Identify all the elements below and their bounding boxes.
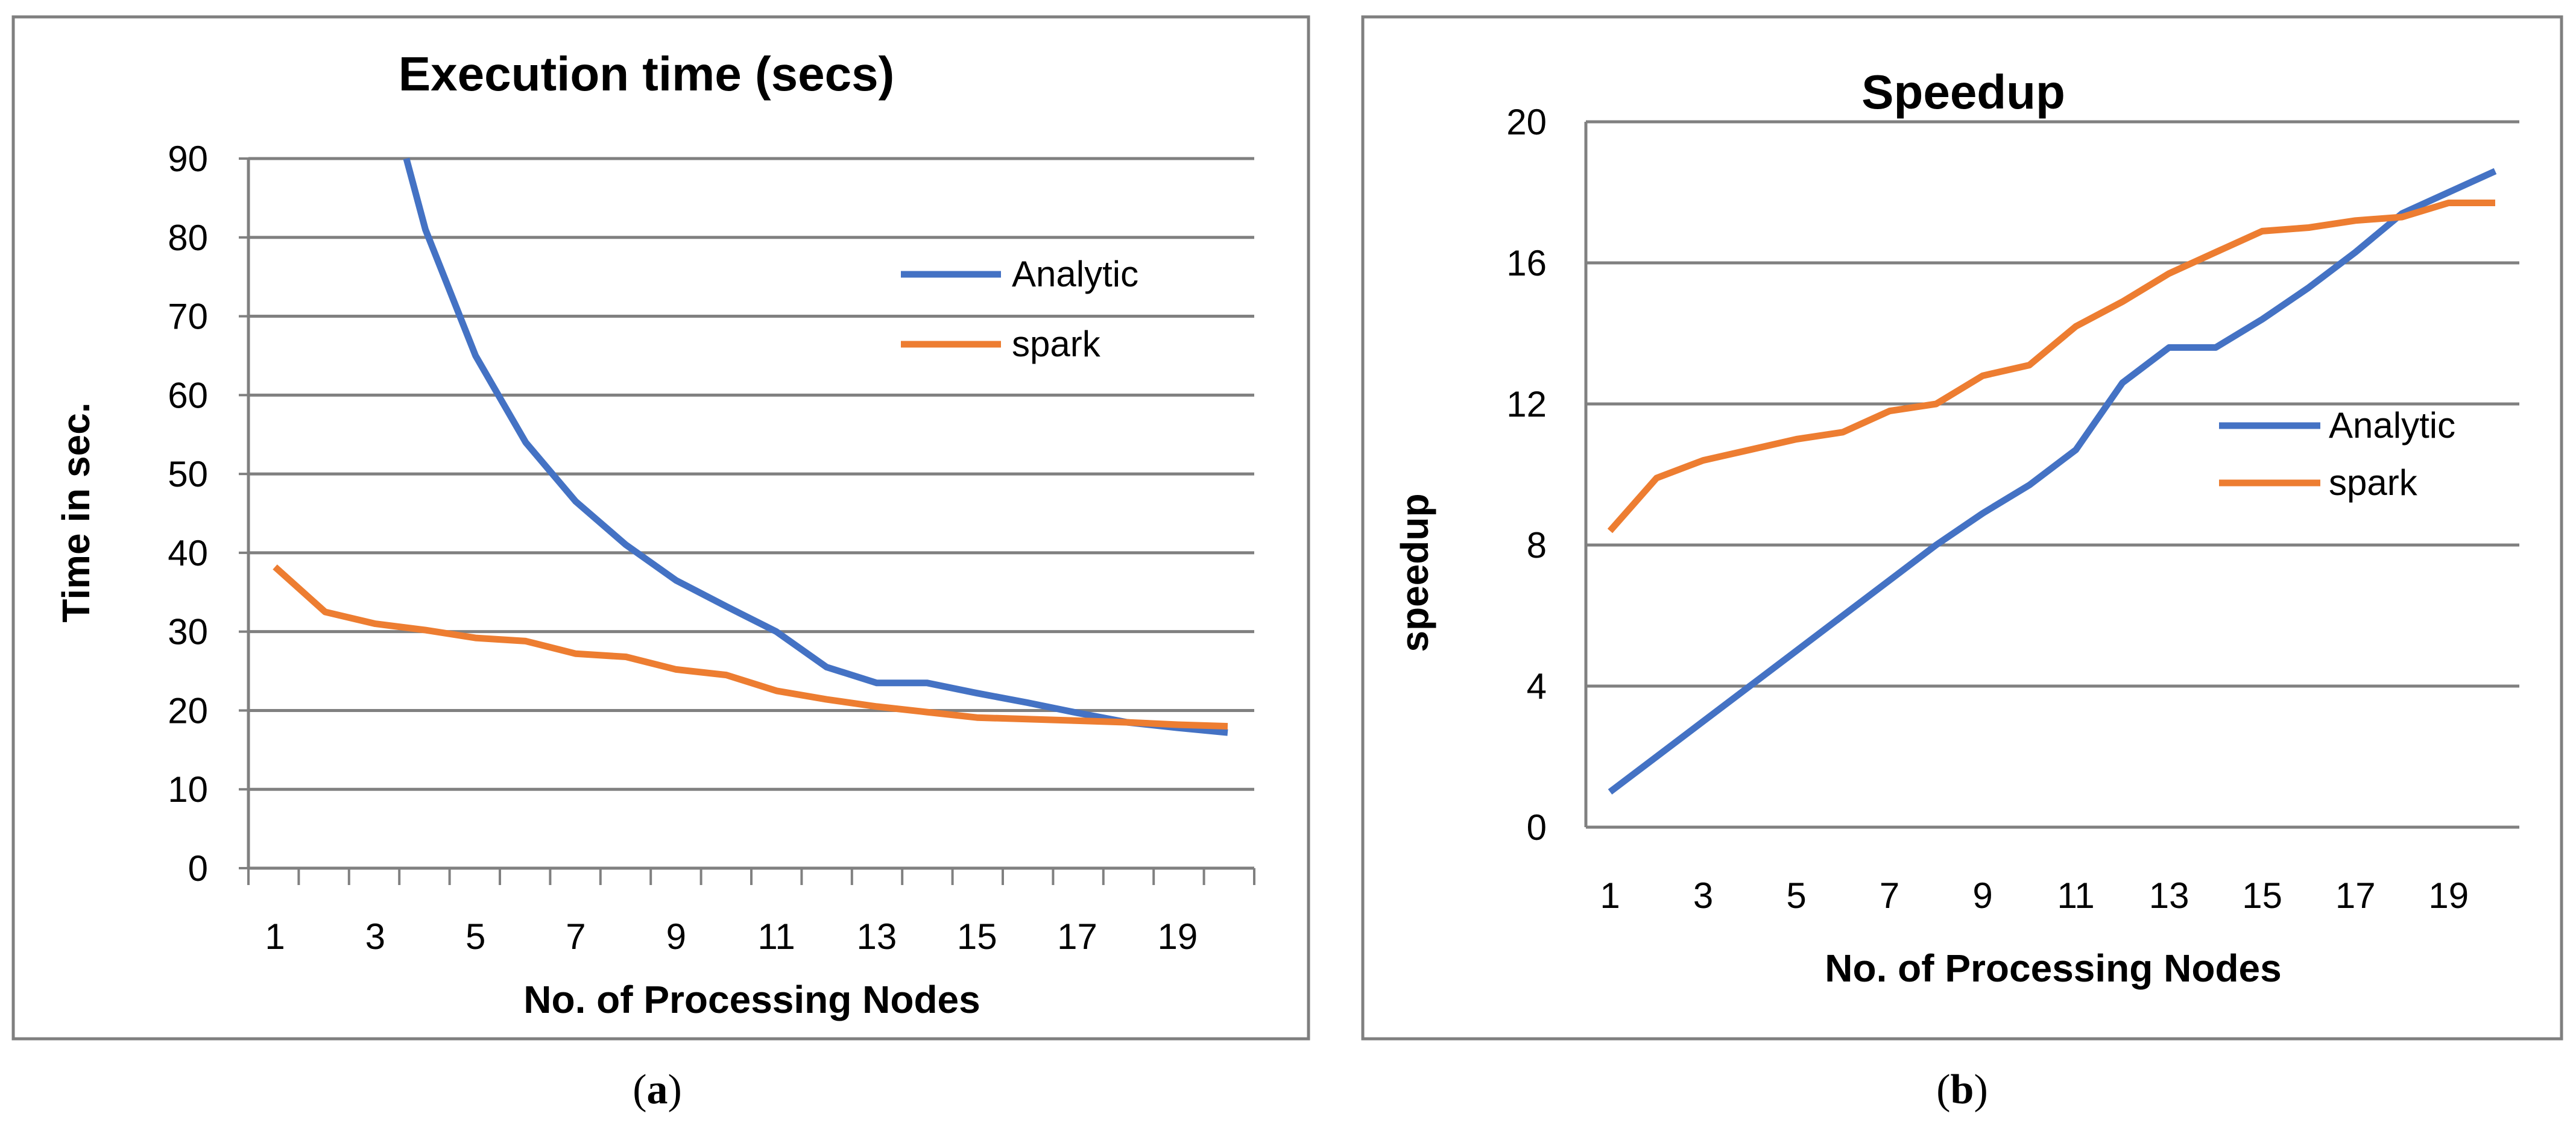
- series-lines: [1607, 168, 2497, 795]
- legend-label: Analytic: [2329, 405, 2455, 446]
- y-tick-label: 80: [168, 218, 208, 258]
- y-tick-label: 4: [1527, 666, 1547, 707]
- y-tick-label: 70: [168, 297, 208, 337]
- x-tick-label: 11: [757, 916, 795, 957]
- y-axis-label: speedup: [1393, 493, 1436, 652]
- legend: Analytic spark: [2219, 405, 2455, 503]
- x-tick-label: 9: [666, 916, 686, 957]
- y-tick-label: 10: [168, 769, 208, 810]
- x-tick-label: 15: [2242, 875, 2282, 916]
- x-axis-label: No. of Processing Nodes: [1825, 947, 2281, 990]
- y-tick-label: 90: [168, 139, 208, 179]
- legend-label: spark: [1012, 324, 1101, 364]
- x-tick-label: 19: [1157, 916, 1198, 957]
- x-tick-label: 1: [265, 916, 285, 957]
- legend-label: spark: [2329, 462, 2418, 503]
- x-tick-label: 5: [466, 916, 485, 957]
- x-tick-label: 7: [1880, 875, 1899, 916]
- series-lines: [273, 157, 1228, 736]
- y-tick-label: 12: [1506, 384, 1547, 424]
- y-tick-label: 20: [168, 690, 208, 731]
- x-tick-label: 15: [957, 916, 997, 957]
- y-axis-label: Time in sec.: [54, 402, 98, 622]
- y-tick-label: 40: [168, 533, 208, 573]
- chart-frame: [1361, 15, 2563, 1041]
- execution-time-chart: Execution time (secs) 0 10 20 30 40 50 60 70 80 9…: [11, 15, 1310, 1041]
- gridlines: [1586, 120, 2519, 688]
- x-tick-label: 1: [1600, 875, 1620, 916]
- x-axis-label: No. of Processing Nodes: [523, 978, 980, 1021]
- chart-title: Speedup: [1861, 65, 2065, 119]
- y-tick-label: 16: [1506, 243, 1547, 283]
- analytic-line: [403, 157, 1228, 736]
- x-tick-label: 3: [1693, 875, 1713, 916]
- x-tick-label: 3: [365, 916, 385, 957]
- x-tick-label: 13: [857, 916, 897, 957]
- spark-line: [273, 564, 1228, 730]
- x-tick-label: 17: [1057, 916, 1097, 957]
- x-tick-labels: 1 3 5 7 9 11 13 15 17 19: [265, 916, 1198, 957]
- caption-b: (b): [1936, 1067, 1988, 1113]
- axes: [1584, 122, 2519, 829]
- gridlines: [248, 157, 1254, 791]
- y-tick-label: 20: [1506, 102, 1547, 142]
- x-tick-label: 19: [2428, 875, 2469, 916]
- y-tick-labels: 0 10 20 30 40 50 60 70 80 90: [168, 139, 208, 889]
- y-tick-label: 8: [1527, 525, 1547, 566]
- y-tick-label: 50: [168, 454, 208, 494]
- x-tick-label: 5: [1786, 875, 1806, 916]
- chart-title: Execution time (secs): [399, 47, 895, 101]
- caption-a: (a): [633, 1067, 682, 1113]
- axes: [239, 157, 1255, 885]
- y-tick-label: 30: [168, 612, 208, 652]
- spark-line: [1607, 200, 2495, 534]
- legend-label: Analytic: [1012, 254, 1138, 294]
- y-tick-label: 0: [188, 848, 208, 889]
- analytic-line: [1608, 168, 2497, 795]
- y-tick-label: 0: [1527, 807, 1547, 848]
- x-tick-label: 7: [566, 916, 586, 957]
- y-tick-labels: 0 4 8 12 16 20: [1506, 102, 1547, 848]
- x-tick-label: 13: [2149, 875, 2189, 916]
- legend: Analytic spark: [901, 254, 1138, 364]
- x-tick-label: 11: [2057, 875, 2094, 916]
- x-tick-label: 17: [2335, 875, 2376, 916]
- x-tick-labels: 1 3 5 7 9 11 13 15 17 19: [1600, 875, 2469, 916]
- x-tick-label: 9: [1972, 875, 1992, 916]
- y-tick-label: 60: [168, 375, 208, 415]
